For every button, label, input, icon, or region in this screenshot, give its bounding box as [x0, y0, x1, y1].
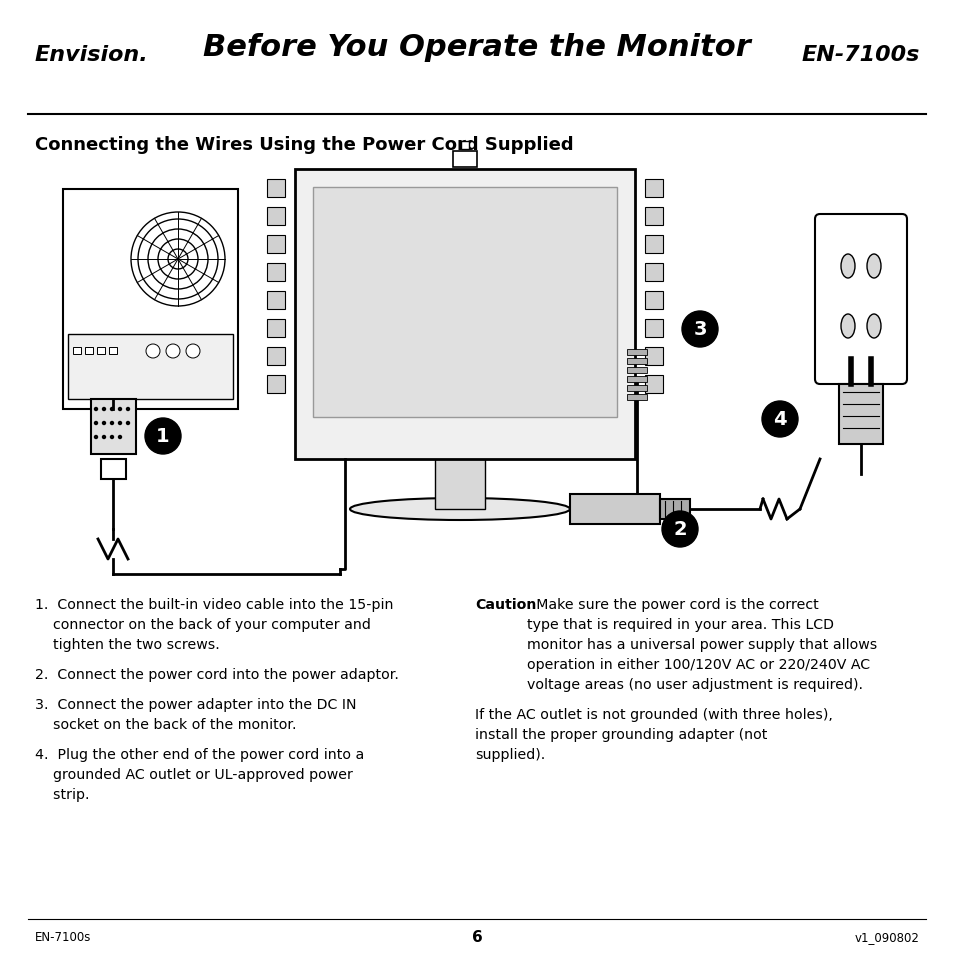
Bar: [294, 170, 635, 459]
Bar: [267, 348, 285, 366]
Circle shape: [145, 418, 181, 455]
Text: 4.  Plug the other end of the power cord into a
    grounded AC outlet or UL-app: 4. Plug the other end of the power cord …: [35, 747, 364, 801]
Text: v1_090802: v1_090802: [854, 930, 919, 943]
Bar: [838, 385, 882, 444]
Circle shape: [118, 422, 121, 425]
Bar: [453, 152, 476, 168]
Bar: [626, 376, 646, 382]
Circle shape: [761, 401, 797, 437]
Text: : Make sure the power cord is the correct
type that is required in your area. Th: : Make sure the power cord is the correc…: [526, 598, 877, 692]
Text: Caution: Caution: [475, 598, 536, 612]
Circle shape: [118, 408, 121, 411]
Bar: [644, 235, 662, 253]
Text: Before You Operate the Monitor: Before You Operate the Monitor: [203, 33, 750, 63]
Ellipse shape: [350, 498, 569, 520]
Bar: [460, 142, 469, 150]
Bar: [267, 235, 285, 253]
Bar: [644, 319, 662, 337]
Circle shape: [94, 422, 97, 425]
Circle shape: [186, 345, 200, 358]
Text: Envision.: Envision.: [35, 45, 149, 65]
Bar: [68, 335, 233, 399]
Circle shape: [118, 436, 121, 439]
Bar: [91, 399, 136, 455]
Bar: [63, 190, 237, 410]
Bar: [109, 348, 117, 355]
Ellipse shape: [841, 254, 854, 278]
Bar: [644, 348, 662, 366]
Text: 1.  Connect the built-in video cable into the 15-pin
    connector on the back o: 1. Connect the built-in video cable into…: [35, 598, 393, 652]
Bar: [267, 375, 285, 394]
Ellipse shape: [866, 254, 880, 278]
Bar: [626, 386, 646, 392]
Bar: [569, 495, 659, 524]
Circle shape: [102, 408, 106, 411]
Text: 2: 2: [673, 520, 686, 539]
Text: 1: 1: [156, 427, 170, 446]
Circle shape: [94, 408, 97, 411]
Ellipse shape: [841, 314, 854, 338]
Bar: [626, 350, 646, 355]
Circle shape: [661, 512, 698, 547]
Text: EN-7100s: EN-7100s: [801, 45, 919, 65]
Circle shape: [166, 345, 180, 358]
Bar: [626, 358, 646, 365]
Bar: [73, 348, 81, 355]
Text: Connecting the Wires Using the Power Cord Supplied: Connecting the Wires Using the Power Cor…: [35, 136, 573, 153]
Text: 6: 6: [471, 929, 482, 944]
Bar: [659, 499, 689, 519]
Circle shape: [127, 408, 130, 411]
Bar: [101, 459, 126, 479]
Bar: [267, 208, 285, 226]
Circle shape: [111, 408, 113, 411]
FancyBboxPatch shape: [814, 214, 906, 385]
Text: EN-7100s: EN-7100s: [35, 930, 91, 943]
Bar: [644, 264, 662, 282]
Circle shape: [681, 312, 718, 348]
Circle shape: [111, 422, 113, 425]
Text: 3.  Connect the power adapter into the DC IN
    socket on the back of the monit: 3. Connect the power adapter into the DC…: [35, 698, 356, 731]
Bar: [267, 292, 285, 310]
Text: 4: 4: [772, 410, 786, 429]
Circle shape: [111, 436, 113, 439]
Bar: [644, 375, 662, 394]
Circle shape: [146, 345, 160, 358]
Text: If the AC outlet is not grounded (with three holes),
install the proper groundin: If the AC outlet is not grounded (with t…: [475, 707, 832, 761]
Bar: [97, 348, 105, 355]
Bar: [267, 180, 285, 198]
Circle shape: [127, 422, 130, 425]
Bar: [644, 180, 662, 198]
Circle shape: [102, 436, 106, 439]
Bar: [435, 390, 484, 510]
Bar: [626, 395, 646, 400]
Text: 3: 3: [693, 320, 706, 339]
Text: 2.  Connect the power cord into the power adaptor.: 2. Connect the power cord into the power…: [35, 667, 398, 681]
Circle shape: [102, 422, 106, 425]
Bar: [85, 348, 92, 355]
Bar: [267, 319, 285, 337]
Ellipse shape: [866, 314, 880, 338]
Bar: [644, 292, 662, 310]
Bar: [626, 368, 646, 374]
Bar: [644, 208, 662, 226]
Bar: [267, 264, 285, 282]
Bar: [313, 188, 617, 417]
Circle shape: [94, 436, 97, 439]
